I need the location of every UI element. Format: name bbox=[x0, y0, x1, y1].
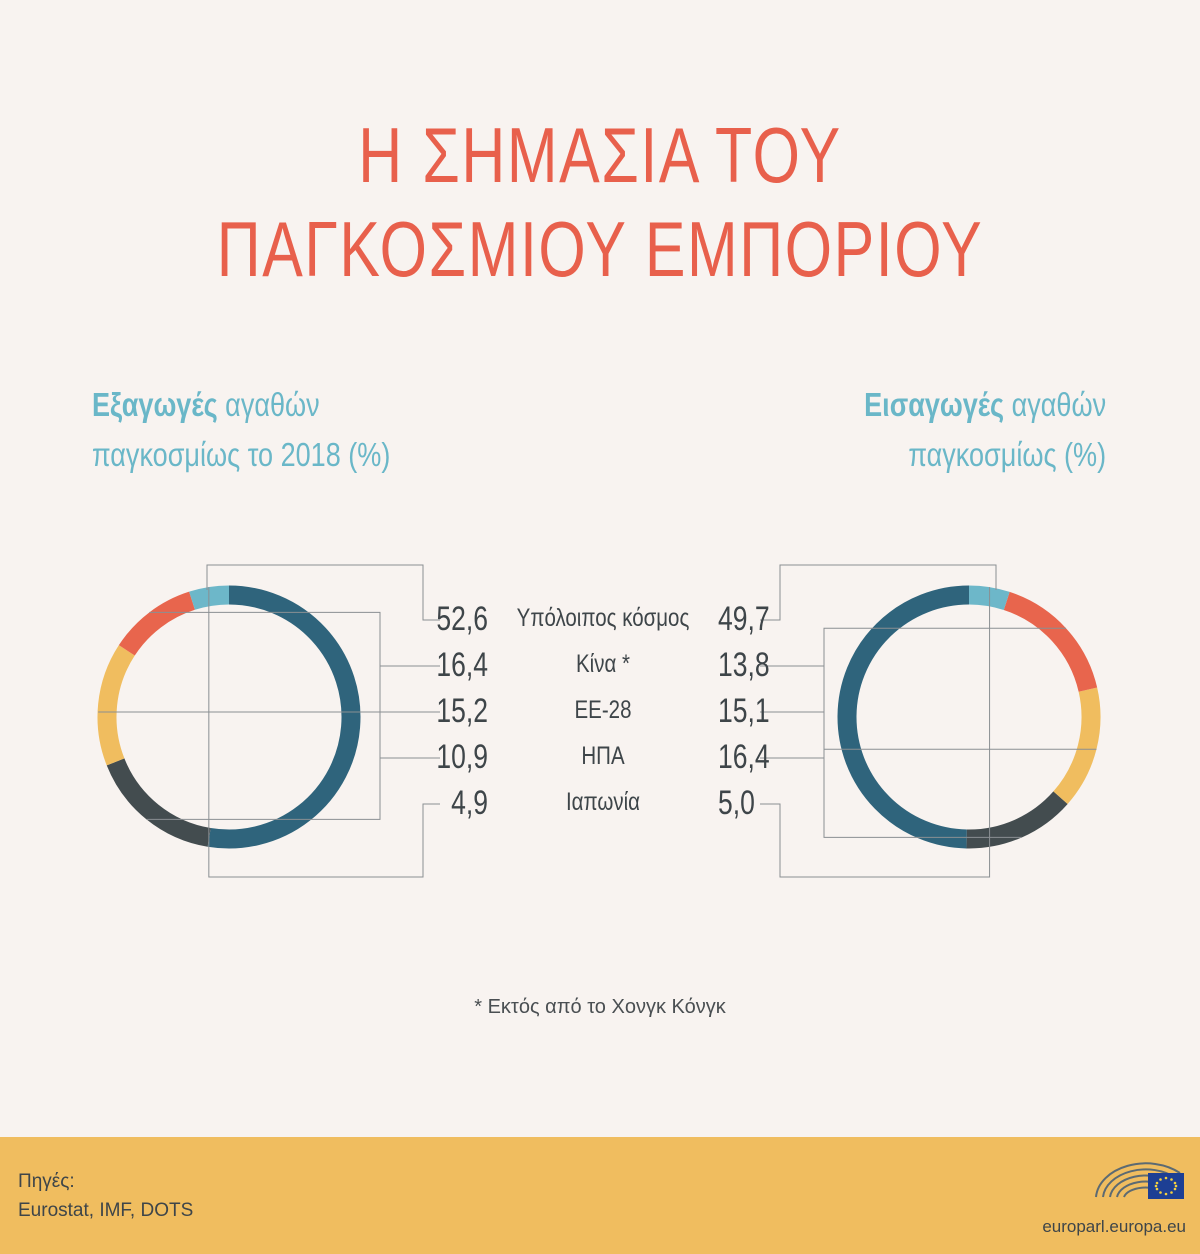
imports-title-line2: παγκοσμίως (%) bbox=[908, 436, 1106, 473]
sources: Πηγές: Eurostat, IMF, DOTS bbox=[18, 1167, 193, 1225]
exports-value-label: 4,9 bbox=[451, 784, 488, 822]
exports-value-label: 16,4 bbox=[436, 646, 488, 684]
imports-value-label: 49,7 bbox=[718, 600, 770, 638]
footer-bar: Πηγές: Eurostat, IMF, DOTS europarl.euro… bbox=[0, 1137, 1200, 1254]
page-title-line1: Η ΣΗΜΑΣΙΑ ΤΟΥ bbox=[358, 111, 842, 199]
imports-title-bold: Εισαγωγές bbox=[863, 386, 1004, 423]
donut-charts: 52,6 16,4 15,2 10,9 4,9 49,7 13,8 15,1 16,4 5,0 Υπ… bbox=[97, 564, 1101, 878]
donut-exports-slice bbox=[118, 591, 196, 656]
imports-value-label: 15,1 bbox=[718, 692, 770, 730]
imports-title: Εισαγωγές αγαθών παγκοσμίως (%) bbox=[864, 380, 1106, 480]
imports-title-rest: αγαθών bbox=[1003, 386, 1106, 423]
footnote: * Εκτός από το Χονγκ Κόνγκ bbox=[474, 996, 726, 1018]
donut-imports-slice bbox=[837, 585, 970, 849]
category-label: Κίνα * bbox=[576, 649, 630, 677]
leader-line-exports bbox=[149, 611, 440, 759]
exports-value-label: 10,9 bbox=[436, 738, 488, 776]
page-title-line2: ΠΑΓΚΟΣΜΙΟΥ ΕΜΠΟΡΙΟΥ bbox=[216, 205, 984, 293]
donut-imports-slice bbox=[1053, 687, 1101, 804]
site-url: europarl.europa.eu bbox=[1042, 1217, 1186, 1236]
donut-imports-slice bbox=[966, 791, 1068, 849]
exports-title-rest: αγαθών bbox=[217, 386, 320, 423]
category-label: Ιαπωνία bbox=[566, 787, 640, 815]
imports-value-label: 16,4 bbox=[718, 738, 770, 776]
leader-line-exports bbox=[206, 564, 440, 621]
sources-label: Πηγές: bbox=[18, 1171, 75, 1192]
leader-line-imports bbox=[760, 711, 1097, 750]
leader-line-imports bbox=[760, 587, 991, 878]
donut-imports-slice bbox=[968, 585, 1010, 611]
leader-line-imports bbox=[760, 627, 1066, 759]
leader-line-imports bbox=[760, 564, 997, 621]
page-title: Η ΣΗΜΑΣΙΑ ΤΟΥ ΠΑΓΚΟΣΜΙΟΥ ΕΜΠΟΡΙΟΥ bbox=[132, 108, 1068, 296]
donut-imports-slice bbox=[1003, 591, 1098, 692]
donut-exports-slice bbox=[189, 585, 230, 610]
exports-value-label: 52,6 bbox=[436, 600, 488, 638]
donut-exports-slice bbox=[97, 645, 135, 766]
exports-title-line2: παγκοσμίως το 2018 (%) bbox=[92, 436, 391, 473]
sources-list: Eurostat, IMF, DOTS bbox=[18, 1200, 194, 1221]
donut-exports-slice bbox=[106, 758, 211, 847]
exports-title-bold: Εξαγωγές bbox=[92, 386, 218, 423]
exports-value-label: 15,2 bbox=[436, 692, 488, 730]
imports-value-label: 5,0 bbox=[718, 784, 755, 822]
category-label: ΕΕ-28 bbox=[575, 695, 632, 723]
exports-title: Εξαγωγές αγαθών παγκοσμίως το 2018 (%) bbox=[92, 380, 390, 480]
european-parliament-logo-icon bbox=[1095, 1162, 1184, 1199]
category-label: ΗΠΑ bbox=[581, 741, 625, 769]
donut-exports-slice bbox=[207, 585, 361, 849]
leader-line-exports bbox=[208, 587, 440, 878]
leader-line-exports bbox=[146, 665, 440, 820]
imports-value-label: 13,8 bbox=[718, 646, 770, 684]
category-label: Υπόλοιπος κόσμος bbox=[517, 603, 690, 631]
